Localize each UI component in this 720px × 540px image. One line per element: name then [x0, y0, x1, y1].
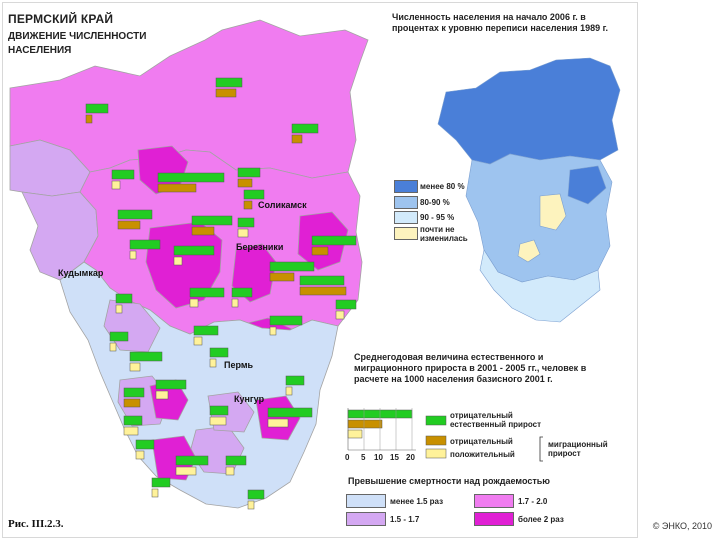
- mortality-label: более 2 раз: [518, 515, 564, 524]
- bar-group: [173, 245, 215, 266]
- map-subtitle: ДВИЖЕНИЕ ЧИСЛЕННОСТИ НАСЕЛЕНИЯ: [8, 31, 147, 56]
- bar-group: [191, 215, 233, 236]
- scale-tick: 0: [345, 453, 350, 462]
- inset-region-stable: [539, 193, 567, 231]
- mortality-label: 1.5 - 1.7: [390, 515, 420, 524]
- mortality-label: менее 1.5 раз: [390, 497, 444, 506]
- city-label: Кудымкар: [58, 268, 104, 278]
- bar-group: [231, 287, 253, 308]
- bar-group: [117, 209, 153, 230]
- inset-region-stable-2: [517, 239, 541, 263]
- bar-group: [247, 489, 265, 510]
- bar-group: [285, 375, 305, 396]
- inset-title: Численность населения на начало 2006 г. …: [392, 12, 608, 33]
- bar-group: [291, 123, 319, 144]
- growth-legend-label: отрицательный: [450, 411, 513, 420]
- bar-group: [243, 189, 265, 210]
- bar-group: [209, 405, 229, 426]
- growth-legend-label: отрицательный: [450, 437, 513, 446]
- bar-group: [267, 407, 313, 428]
- bar-group: [115, 293, 133, 314]
- region-central-east: [231, 243, 277, 303]
- bar-group: [311, 235, 357, 256]
- scale-tick: 20: [406, 453, 415, 462]
- city-label: Пермь: [224, 360, 254, 370]
- bar-group: [129, 351, 163, 372]
- bar-group: [237, 217, 255, 238]
- bar-group: [189, 287, 225, 308]
- inset-legend-swatch: [394, 180, 418, 193]
- region-south-magenta-3: [255, 395, 301, 441]
- scale-tick: 15: [390, 453, 399, 462]
- scale-tick: 10: [374, 453, 383, 462]
- mortality-swatch: [346, 494, 386, 508]
- bar-group: [155, 379, 187, 400]
- bar-group: [175, 455, 209, 476]
- growth-title: Среднегодовая величина естественного и м…: [354, 352, 587, 384]
- city-label: Соликамск: [258, 200, 307, 210]
- bar-group: [269, 261, 315, 282]
- inset-region-south: [479, 249, 601, 323]
- inset-legend-swatch: [394, 196, 418, 209]
- bar-group: [193, 325, 219, 346]
- mortality-label: 1.7 - 2.0: [518, 497, 548, 506]
- bar-group: [129, 239, 161, 260]
- mortality-title: Превышение смертности над рождаемостью: [348, 476, 550, 486]
- bar-group: [237, 167, 261, 188]
- city-label: Березники: [236, 242, 284, 252]
- inset-legend-swatch: [394, 211, 418, 224]
- bar-group: [335, 299, 357, 320]
- map-title: ПЕРМСКИЙ КРАЙ: [8, 12, 114, 26]
- bar-group: [109, 331, 129, 352]
- bar-group: [269, 315, 303, 336]
- inset-legend-swatch: [394, 227, 418, 240]
- bar-group: [123, 387, 145, 408]
- inset-region-dark: [567, 165, 607, 205]
- figure-caption: Рис. III.2.3.: [8, 518, 64, 530]
- side-margin: [640, 0, 720, 540]
- bar-group: [209, 347, 229, 368]
- bar-group: [157, 172, 225, 193]
- bar-group: [135, 439, 155, 460]
- bar-group: [299, 275, 347, 296]
- bar-group: [85, 103, 109, 124]
- bar-group: [215, 77, 243, 98]
- city-label: Кунгур: [234, 394, 265, 404]
- bar-group: [151, 477, 171, 498]
- bar-group: [123, 415, 143, 436]
- inset-legend-label: 80-90 %: [420, 198, 450, 207]
- inset-legend-label: почти не изменилась: [420, 225, 468, 243]
- inset-legend-label: 90 - 95 %: [420, 213, 455, 222]
- inset-legend-label: менее 80 %: [420, 182, 465, 191]
- migration-growth-label: миграционный прирост: [548, 440, 608, 458]
- copyright: © ЭНКО, 2010: [652, 521, 712, 531]
- growth-legend-label: положительный: [450, 450, 515, 459]
- scale-tick: 5: [361, 453, 366, 462]
- mortality-swatch: [474, 494, 514, 508]
- bar-group: [111, 169, 135, 190]
- mortality-swatch: [474, 512, 514, 526]
- bar-group: [225, 455, 247, 476]
- mortality-swatch: [346, 512, 386, 526]
- natural-growth-label: естественный прирост: [450, 420, 541, 429]
